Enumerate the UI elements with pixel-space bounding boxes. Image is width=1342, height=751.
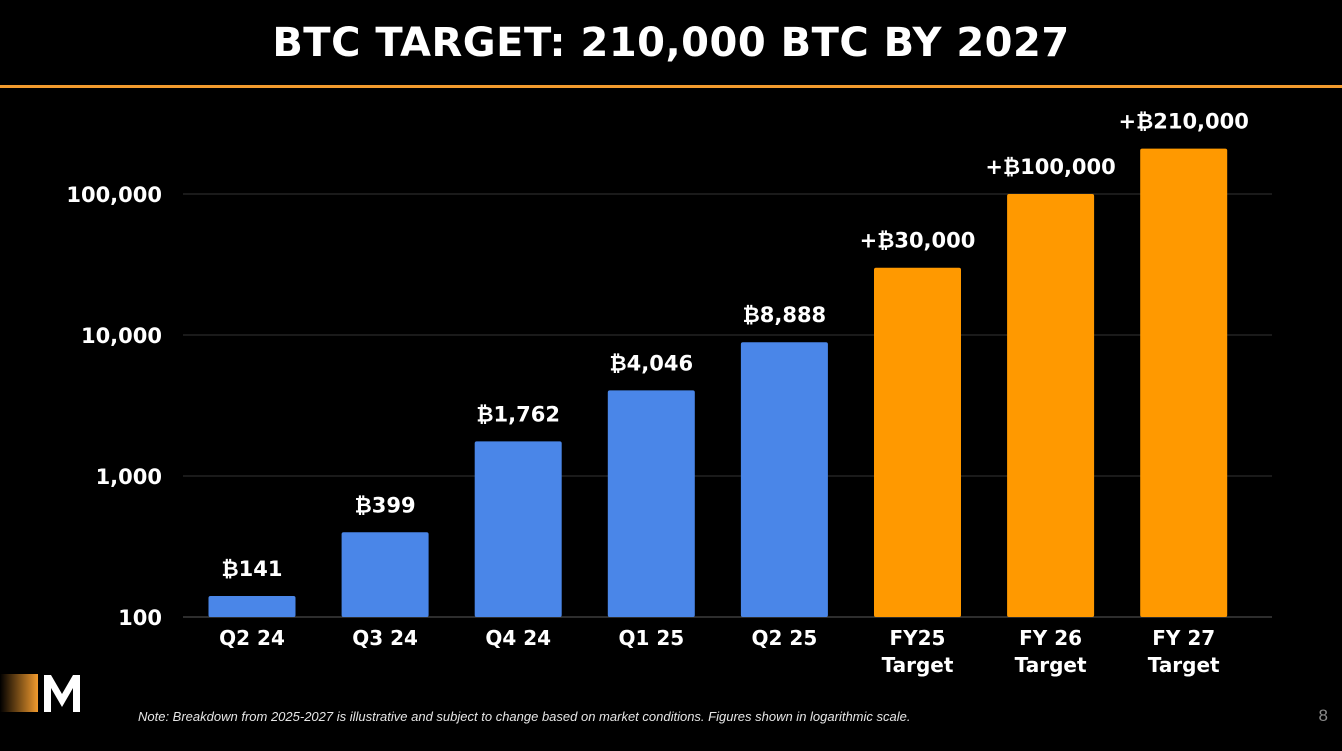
bar-chart: 100 1,000 10,000 100,000 ₿141 ₿399 ₿1,762 ₿4,0… [66, 110, 1272, 677]
x-axis-ticks: Q2 24 Q3 24 Q4 24 Q1 25 Q2 25 FY25 Target FY 26… [219, 626, 1220, 677]
x-tick-label: FY 27 Target [1148, 626, 1220, 677]
y-tick-label: 10,000 [81, 324, 162, 348]
title-divider [0, 85, 1342, 88]
bar-fy25-target [874, 267, 961, 617]
bar-q3-24 [341, 532, 429, 617]
footnote: Note: Breakdown from 2025-2027 is illust… [138, 709, 911, 724]
x-tick-label: Q1 25 [618, 626, 684, 650]
bar-fy-26-target [1007, 194, 1095, 617]
x-tick-label: Q3 24 [352, 626, 418, 650]
x-tick-label: FY 26 Target [1015, 626, 1087, 677]
bar-q2-24 [208, 595, 296, 617]
data-label: ₿8,888 [743, 303, 827, 327]
bar-q2-25 [740, 342, 828, 617]
x-tick-label: Q2 24 [219, 626, 285, 650]
data-label: +₿30,000 [860, 229, 976, 253]
data-label: ₿1,762 [476, 402, 560, 426]
slide-title: BTC TARGET: 210,000 BTC BY 2027 [272, 20, 1070, 66]
page-number: 8 [1318, 706, 1328, 725]
m-logo-icon [0, 672, 86, 718]
data-label: +₿100,000 [985, 155, 1115, 179]
bar-q1-25 [607, 390, 695, 617]
data-labels: ₿141 ₿399 ₿1,762 ₿4,046 ₿8,888 +₿30,000 +₿100,… [222, 110, 1249, 581]
x-tick-label: FY25 Target [882, 626, 954, 677]
bars [208, 148, 1228, 617]
y-tick-label: 100,000 [66, 183, 162, 207]
data-label: ₿4,046 [610, 351, 694, 375]
data-label: ₿399 [355, 493, 416, 517]
x-tick-label: Q2 25 [752, 626, 818, 650]
data-label: ₿141 [222, 557, 283, 581]
y-tick-label: 1,000 [96, 465, 162, 489]
bar-fy-27-target [1140, 148, 1228, 617]
x-tick-label: Q4 24 [485, 626, 551, 650]
y-axis-ticks: 100 1,000 10,000 100,000 [66, 183, 162, 630]
data-label: +₿210,000 [1119, 110, 1249, 134]
bar-q4-24 [474, 441, 562, 617]
y-tick-label: 100 [118, 606, 162, 630]
